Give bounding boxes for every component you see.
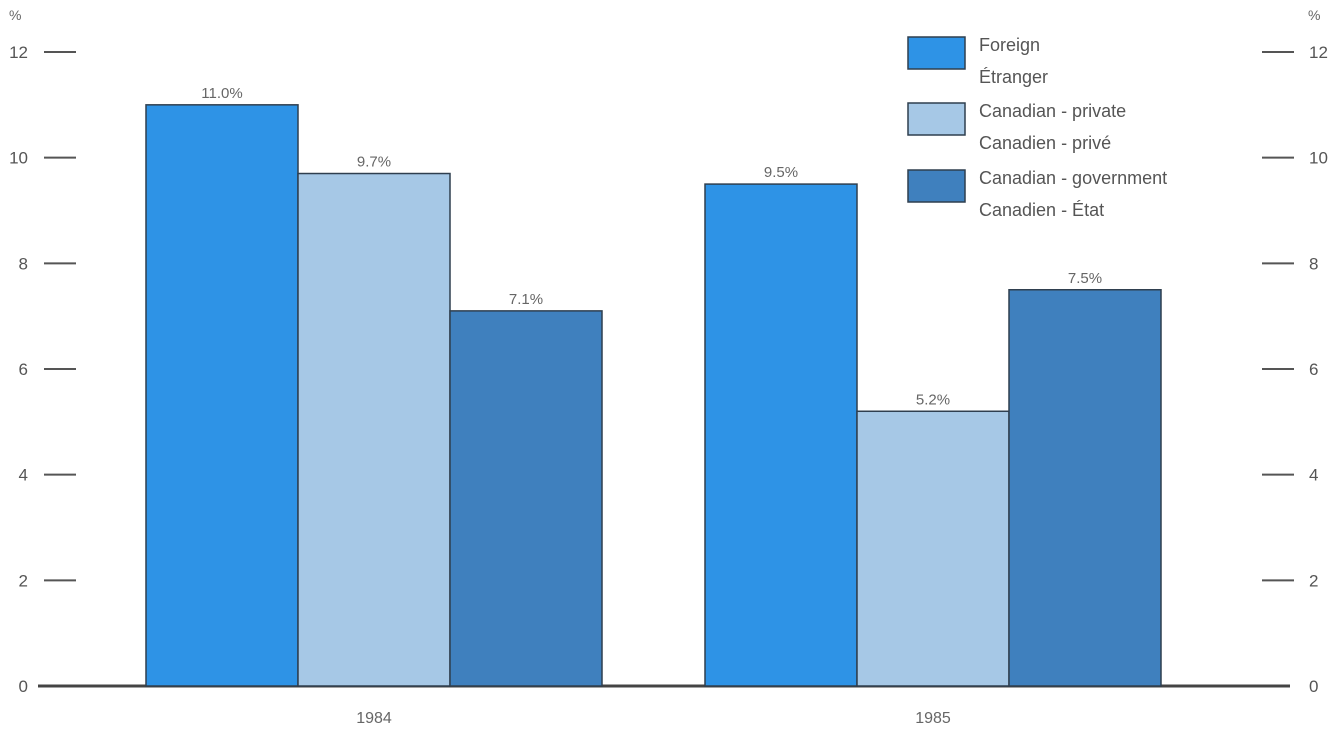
right-axis-unit: % [1308, 7, 1320, 23]
bar-data-label: 7.5% [1068, 270, 1102, 287]
right-tick-label: 0 [1309, 677, 1318, 696]
bar-data-label: 7.1% [509, 291, 543, 308]
bar [297, 172, 451, 687]
legend-label-fr: Canadien - État [979, 200, 1104, 220]
bar [856, 410, 1010, 687]
left-tick-label: 8 [19, 254, 28, 273]
legend: Foreign Étranger Canadian - private Canadie… [907, 35, 1167, 220]
category-label: 1984 [356, 710, 392, 727]
right-tick-label: 12 [1309, 43, 1328, 62]
bar [1008, 289, 1162, 687]
bar [704, 183, 858, 687]
right-tick-label: 8 [1309, 254, 1318, 273]
legend-label-en: Foreign [979, 35, 1040, 55]
legend-label-en: Canadian - private [979, 101, 1126, 121]
bar-data-label: 5.2% [916, 391, 950, 408]
right-tick-label: 4 [1309, 466, 1318, 485]
bar-data-label: 11.0% [201, 85, 242, 102]
legend-swatch [907, 102, 966, 136]
right-tick-label: 10 [1309, 149, 1328, 168]
left-tick-label: 6 [19, 360, 28, 379]
left-tick-label: 12 [9, 43, 28, 62]
left-tick-label: 10 [9, 149, 28, 168]
legend-label-fr: Canadien - privé [979, 133, 1111, 153]
left-tick-label: 2 [19, 571, 28, 590]
bar [145, 104, 299, 687]
left-tick-label: 4 [19, 466, 28, 485]
bar-data-label: 9.5% [764, 164, 798, 181]
legend-swatch [907, 36, 966, 70]
legend-label-fr: Étranger [979, 67, 1048, 87]
category-label: 1985 [915, 710, 951, 727]
bar-data-label: 9.7% [357, 154, 391, 171]
right-tick-label: 6 [1309, 360, 1318, 379]
legend-label-en: Canadian - government [979, 168, 1167, 188]
bar [449, 310, 603, 687]
left-axis-unit: % [9, 7, 21, 23]
bars: 11.0% 9.7% 7.1% 9.5% 5.2% 7.5% [145, 85, 1162, 687]
right-tick-label: 2 [1309, 571, 1318, 590]
left-tick-label: 0 [19, 677, 28, 696]
legend-swatch [907, 169, 966, 203]
